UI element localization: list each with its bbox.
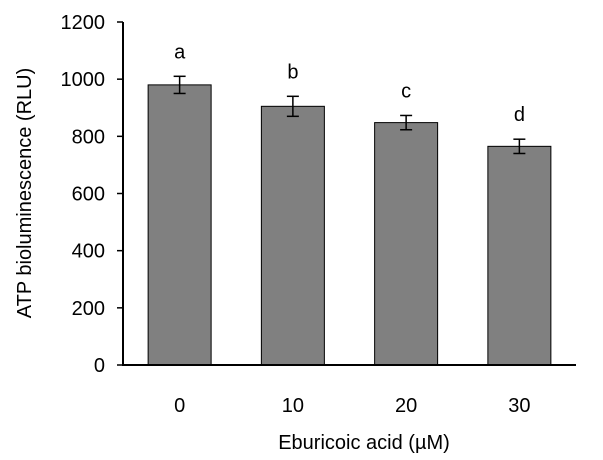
y-tick-label: 200 [72, 298, 105, 320]
x-tick-label: 10 [282, 395, 304, 417]
bar-series [147, 84, 552, 366]
y-tick-label: 1000 [61, 69, 106, 91]
significance-label: a [174, 41, 186, 63]
y-tick-label: 400 [72, 241, 105, 263]
significance-label: b [287, 61, 298, 83]
significance-label: d [514, 104, 525, 126]
bar [260, 105, 325, 366]
significance-label: c [401, 80, 411, 102]
y-axis-title: ATP bioluminescence (RLU) [14, 68, 36, 318]
y-tick-label: 800 [72, 126, 105, 148]
y-axis-ticks: 0 200 400 600 800 1000 1200 [61, 12, 123, 377]
bar [147, 84, 212, 366]
x-tick-label: 30 [508, 395, 530, 417]
x-tick-label: 0 [174, 395, 185, 417]
x-axis-title: Eburicoic acid (µM) [278, 432, 450, 454]
x-axis-ticks: 0 10 20 30 [174, 395, 530, 417]
error-bars [173, 75, 526, 155]
y-tick-label: 600 [72, 184, 105, 206]
bar [374, 122, 439, 366]
x-tick-label: 20 [395, 395, 417, 417]
significance-labels: a b c d [174, 41, 525, 126]
bar [487, 145, 552, 366]
y-tick-label: 0 [94, 355, 105, 377]
y-tick-label: 1200 [61, 12, 106, 34]
